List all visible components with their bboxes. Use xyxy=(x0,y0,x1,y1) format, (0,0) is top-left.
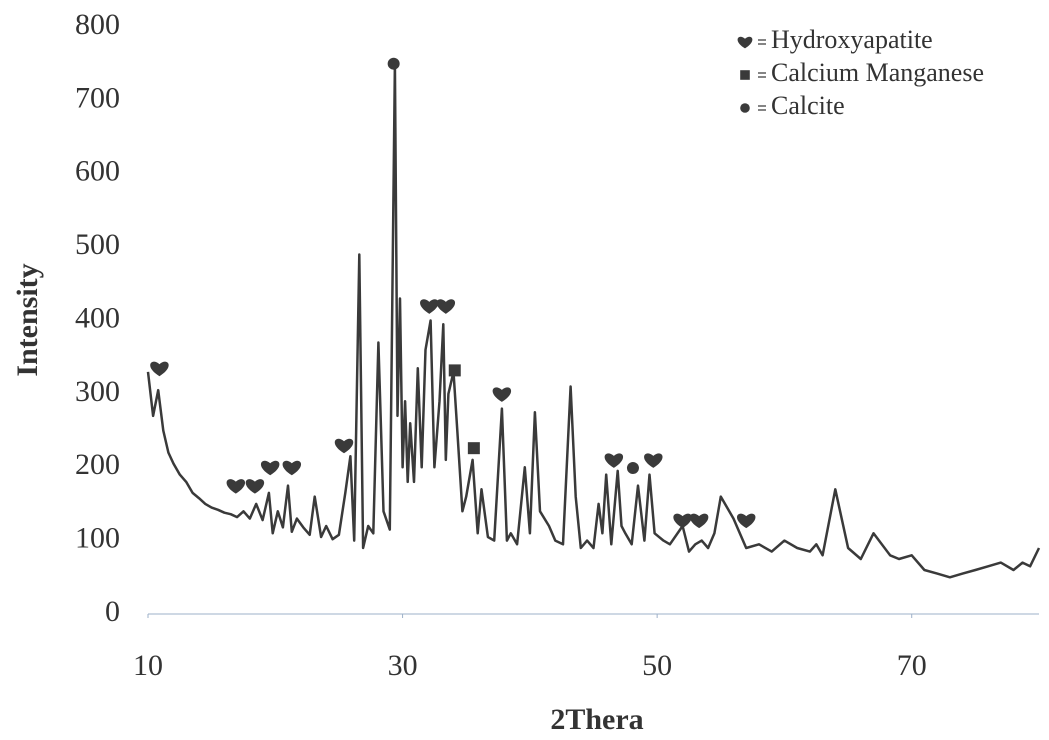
y-tick-label: 300 xyxy=(75,375,120,408)
heart-marker xyxy=(436,299,456,314)
heart-marker xyxy=(673,513,692,529)
legend-label: Calcite xyxy=(771,91,845,120)
y-tick-label: 400 xyxy=(75,301,120,334)
square-marker xyxy=(740,70,750,80)
circle-marker xyxy=(740,103,750,113)
circle-marker xyxy=(626,461,639,474)
circle-marker xyxy=(387,57,400,70)
y-tick-label: 100 xyxy=(75,522,120,555)
y-tick-label: 600 xyxy=(75,155,120,188)
data-line xyxy=(146,62,1041,579)
y-tick-label: 800 xyxy=(75,8,120,41)
x-tick-label: 70 xyxy=(897,649,927,682)
heart-marker xyxy=(737,513,756,529)
y-tick-label: 700 xyxy=(75,81,120,114)
legend-label: Calcium Manganese xyxy=(771,58,984,87)
heart-marker xyxy=(604,453,624,468)
heart-marker xyxy=(150,361,169,377)
y-axis-label: Intensity xyxy=(11,263,44,376)
heart-marker xyxy=(334,438,354,454)
x-axis-label: 2Thera xyxy=(550,703,643,736)
y-tick-label: 500 xyxy=(75,228,120,261)
heart-marker xyxy=(737,36,753,49)
heart-marker xyxy=(260,460,280,476)
x-tick-label: 30 xyxy=(388,649,418,682)
square-marker xyxy=(467,442,480,455)
heart-marker xyxy=(282,460,302,476)
y-tick-label: 200 xyxy=(75,448,120,481)
y-tick-label: 0 xyxy=(105,595,120,628)
square-marker xyxy=(448,364,461,377)
x-tick-label: 50 xyxy=(642,649,672,682)
x-tick-label: 10 xyxy=(133,649,163,682)
heart-marker xyxy=(492,387,512,402)
heart-marker xyxy=(245,479,265,494)
heart-marker xyxy=(644,453,663,468)
legend-label: Hydroxyapatite xyxy=(771,25,933,54)
heart-marker xyxy=(689,513,709,529)
heart-marker xyxy=(226,479,246,494)
heart-marker xyxy=(420,299,439,314)
